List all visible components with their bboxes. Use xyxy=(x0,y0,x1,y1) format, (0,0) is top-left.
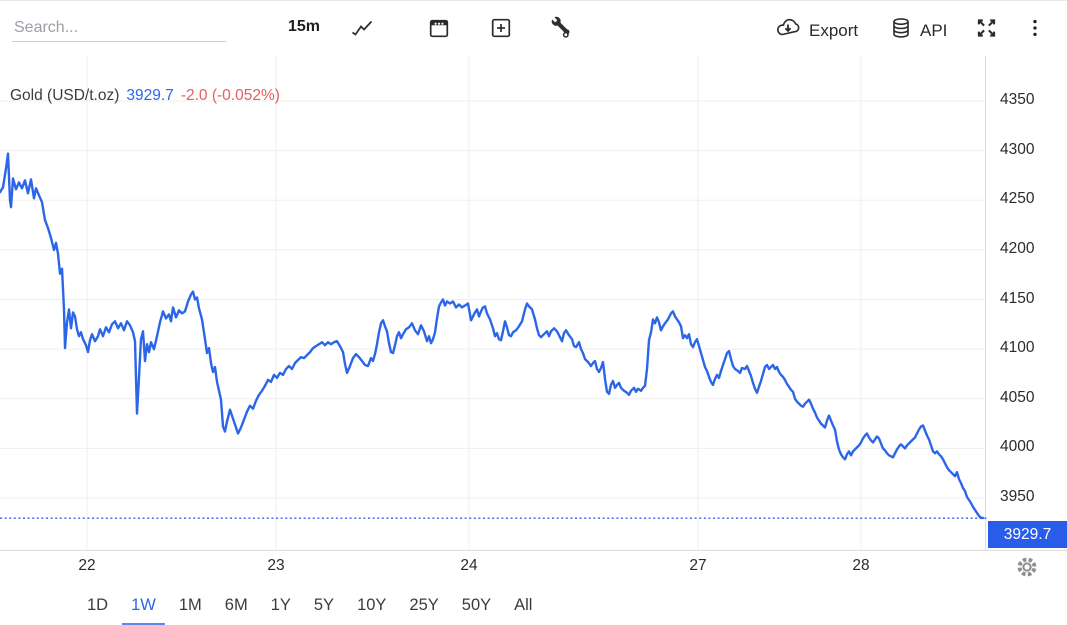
api-button[interactable]: API xyxy=(889,16,947,45)
range-tab-50y[interactable]: 50Y xyxy=(453,593,500,625)
y-axis-label: 3950 xyxy=(1000,488,1035,505)
range-tab-5y[interactable]: 5Y xyxy=(305,593,343,625)
chart-legend: Gold (USD/t.oz) 3929.7 -2.0 (-0.052%) xyxy=(10,87,280,105)
range-tab-25y[interactable]: 25Y xyxy=(400,593,447,625)
last-price: 3929.7 xyxy=(126,87,174,104)
kebab-menu-icon xyxy=(1024,15,1046,44)
last-price-tag: 3929.7 xyxy=(988,521,1067,548)
range-tab-6m[interactable]: 6M xyxy=(216,593,257,625)
y-axis-label: 4150 xyxy=(1000,289,1035,307)
search-box xyxy=(12,15,226,42)
x-axis-label: 23 xyxy=(267,557,285,574)
chart-settings-button[interactable] xyxy=(1013,553,1041,581)
x-axis-label: 28 xyxy=(852,557,870,574)
wrench-icon xyxy=(547,16,571,43)
range-tab-10y[interactable]: 10Y xyxy=(348,593,395,625)
tools-button[interactable] xyxy=(547,16,571,43)
y-axis-label: 4300 xyxy=(1000,140,1035,158)
price-series-line xyxy=(0,152,985,520)
price-change: -2.0 (-0.052%) xyxy=(180,87,280,104)
y-axis-label: 4100 xyxy=(1000,339,1035,357)
chart-type-button[interactable] xyxy=(349,17,375,44)
export-button[interactable]: Export xyxy=(774,16,858,45)
line-chart-icon xyxy=(349,17,375,44)
interval-button[interactable]: 15m xyxy=(288,18,321,35)
chart-area: Gold (USD/t.oz) 3929.7 -2.0 (-0.052%) 43… xyxy=(0,1,1067,581)
export-label: Export xyxy=(809,20,859,40)
range-tab-1d[interactable]: 1D xyxy=(78,593,117,625)
range-tab-1y[interactable]: 1Y xyxy=(262,593,300,625)
range-tab-bar: 1D 1W 1M 6M 1Y 5Y 10Y 25Y 50Y All xyxy=(78,593,541,625)
y-axis-label: 4350 xyxy=(1000,91,1035,108)
price-chart[interactable] xyxy=(0,56,1067,551)
x-axis-label: 27 xyxy=(689,557,707,574)
y-axis-label: 4000 xyxy=(1000,438,1035,456)
api-label: API xyxy=(920,20,948,40)
gear-icon xyxy=(1013,557,1041,584)
plus-square-icon xyxy=(489,16,513,43)
x-axis-label: 24 xyxy=(460,557,478,574)
fullscreen-button[interactable] xyxy=(973,15,1000,44)
y-axis-label: 4250 xyxy=(1000,190,1035,208)
search-input[interactable] xyxy=(12,15,226,42)
instrument-title: Gold (USD/t.oz) xyxy=(10,87,120,104)
cloud-download-icon xyxy=(774,16,802,45)
add-compare-button[interactable] xyxy=(489,16,513,43)
y-axis-label: 4050 xyxy=(1000,388,1035,406)
calendar-icon xyxy=(427,16,451,43)
y-axis-label: 4200 xyxy=(1000,239,1035,257)
calendar-button[interactable] xyxy=(427,16,451,43)
range-tab-1w[interactable]: 1W xyxy=(122,593,165,625)
more-menu-button[interactable] xyxy=(1024,15,1046,44)
range-tab-1m[interactable]: 1M xyxy=(170,593,211,625)
x-axis-label: 22 xyxy=(78,557,96,574)
toolbar: 15m xyxy=(0,1,1067,57)
range-tab-all[interactable]: All xyxy=(505,593,541,625)
database-icon xyxy=(889,16,913,45)
fullscreen-icon xyxy=(973,15,1000,44)
